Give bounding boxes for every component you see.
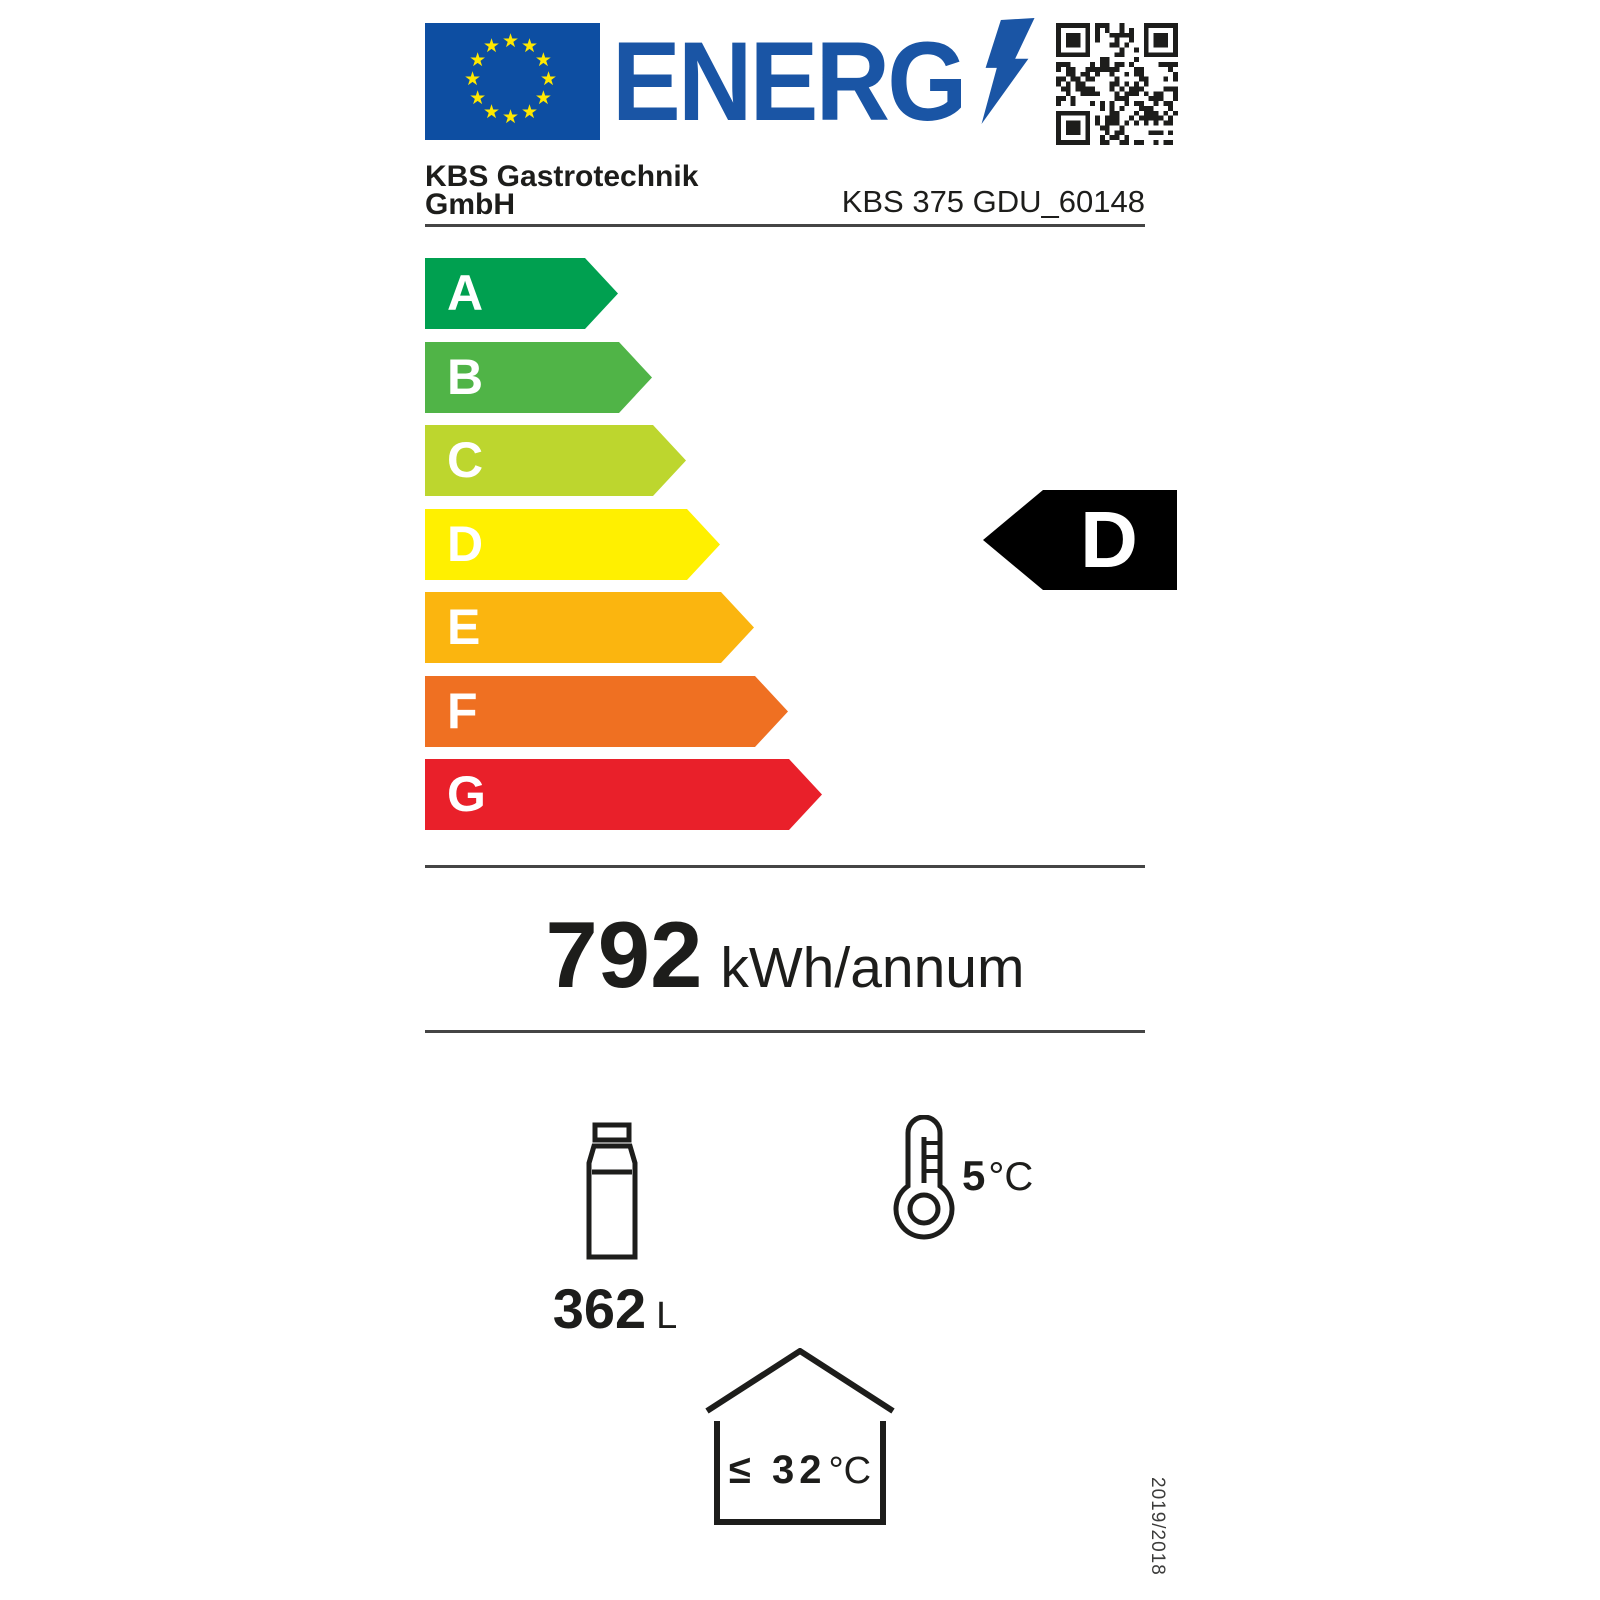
ambient-temperature-unit: °C	[828, 1450, 872, 1492]
scale-arrow-a: A	[425, 258, 618, 329]
efficiency-scale: A B C D E F G	[425, 258, 925, 830]
scale-arrow-c: C	[425, 425, 686, 496]
rating-class-letter: D	[1080, 495, 1138, 584]
scale-arrow-e: E	[425, 592, 754, 663]
eu-flag-background	[425, 23, 600, 140]
bottle-icon	[586, 1122, 638, 1260]
separator-line-top	[425, 224, 1145, 227]
scale-arrow-b: B	[425, 342, 652, 413]
eu-flag-stars: ★ ★ ★ ★ ★ ★ ★ ★ ★ ★ ★ ★	[464, 30, 558, 128]
storage-volume: 362 L	[505, 1276, 725, 1341]
separator-line-bottom	[425, 1030, 1145, 1033]
energy-consumption-value: 792	[545, 902, 703, 1007]
storage-volume-value: 362	[552, 1277, 647, 1340]
eu-flag: ★ ★ ★ ★ ★ ★ ★ ★ ★ ★ ★ ★	[425, 23, 600, 140]
supplier-name-line1: KBS Gastrotechnik	[425, 160, 699, 193]
energy-logo-text: ENERG	[612, 19, 967, 144]
regulation-reference: 2019/2018	[1147, 1477, 1168, 1576]
scale-arrow-d: D	[425, 509, 720, 580]
thermometer-icon	[893, 1115, 955, 1240]
compartment-temperature-value: 5	[962, 1152, 986, 1199]
model-identifier: KBS 375 GDU_60148	[841, 184, 1145, 219]
compartment-temperature: 5 °C	[962, 1152, 1033, 1200]
house-icon: ≤ 32 °C	[704, 1347, 896, 1526]
supplier-name: KBS Gastrotechnik GmbH	[425, 160, 699, 221]
compartment-temperature-unit: °C	[988, 1155, 1034, 1199]
separator-line-middle	[425, 865, 1145, 868]
qr-code	[1056, 23, 1178, 145]
ambient-temperature: ≤ 32 °C	[704, 1448, 896, 1493]
ambient-temperature-value: ≤ 32	[728, 1448, 827, 1492]
storage-volume-unit: L	[656, 1295, 678, 1337]
scale-arrow-g: G	[425, 759, 822, 830]
energy-consumption: 792 kWh/annum	[425, 908, 1145, 1002]
lightning-bolt-icon	[981, 18, 1035, 124]
scale-arrow-f: F	[425, 676, 788, 747]
supplier-name-line2: GmbH	[425, 188, 515, 221]
energy-consumption-unit: kWh/annum	[720, 936, 1025, 1000]
rating-class-arrow: D	[983, 490, 1177, 590]
